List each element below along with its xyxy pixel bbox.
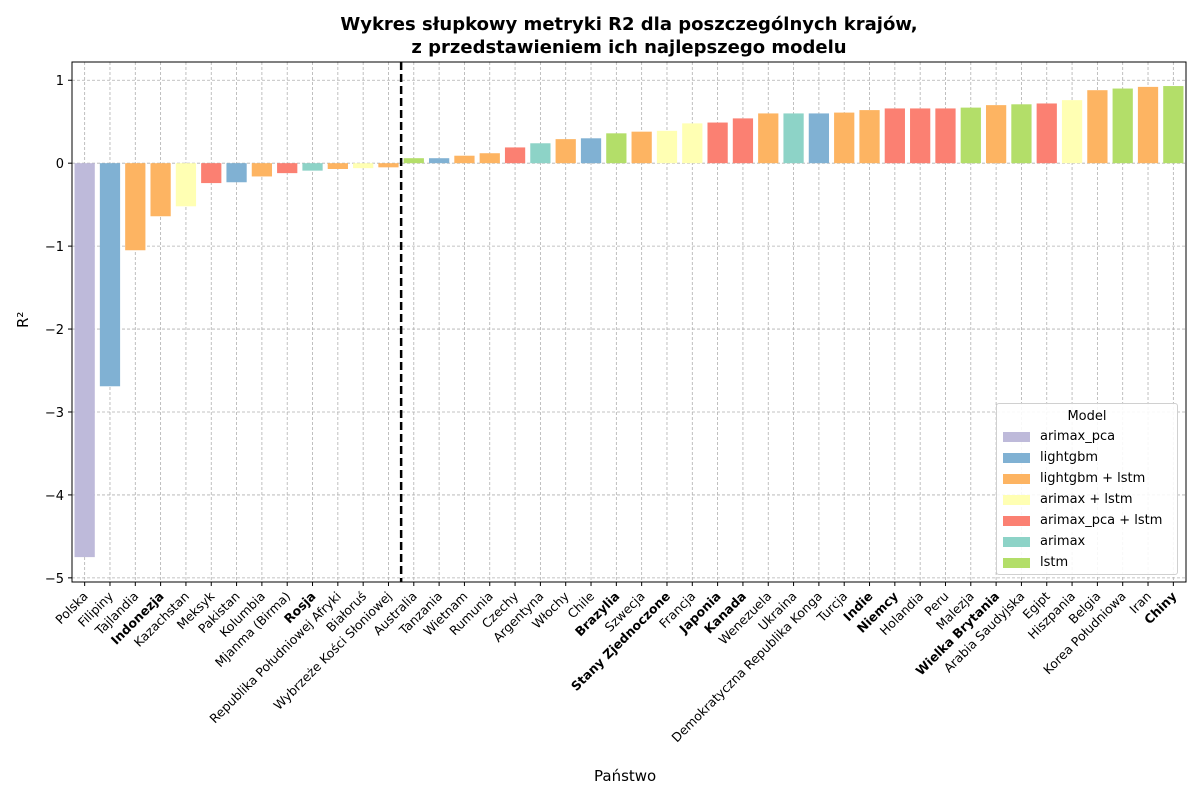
bar-mjanma-birma-	[277, 163, 298, 174]
bar-pakistan	[226, 163, 247, 183]
legend-label: arimax + lstm	[1040, 492, 1133, 507]
bar-kanada	[732, 118, 754, 164]
bar-filipiny	[99, 163, 121, 387]
legend-item: lstm	[997, 552, 1177, 573]
bar-hiszpania	[1061, 100, 1083, 164]
legend: Model arimax_pca lightgbm lightgbm + lstm a…	[996, 403, 1178, 575]
bar-ukraina	[783, 113, 804, 164]
legend-item: lightgbm + lstm	[997, 468, 1177, 489]
bar-francja	[682, 123, 703, 164]
bar-indonezja	[150, 163, 171, 217]
bar-argentyna	[530, 143, 551, 164]
bar-australia	[403, 158, 424, 164]
bar-meksyk	[201, 163, 222, 184]
bar-czechy	[504, 147, 526, 164]
legend-label: lightgbm	[1040, 450, 1098, 465]
bar-białoruś	[353, 163, 374, 169]
legend-swatch	[1003, 536, 1030, 547]
bar-stany-zjednoczone	[656, 130, 678, 164]
bar-rumunia	[479, 153, 500, 164]
bar-wietnam	[454, 155, 475, 164]
y-tick-label: 0	[56, 157, 64, 172]
bar-włochy	[555, 139, 576, 164]
bar-japonia	[707, 122, 728, 164]
legend-swatch	[1003, 431, 1030, 442]
bar-kazachstan	[175, 163, 197, 207]
bar-chiny	[1163, 86, 1184, 164]
bar-chile	[580, 138, 602, 164]
y-tick-label: −4	[45, 489, 64, 504]
bar-demokratyczna-republika-konga	[808, 113, 830, 164]
legend-swatch	[1003, 515, 1030, 526]
bar-wybrzeże-kości-słoniowej	[378, 163, 399, 168]
bar-niemcy	[884, 108, 905, 164]
legend-label: arimax_pca	[1040, 429, 1116, 444]
legend-swatch	[1003, 494, 1030, 505]
legend-item: arimax_pca + lstm	[997, 510, 1177, 531]
bar-turcja	[834, 112, 855, 164]
legend-label: arimax_pca + lstm	[1040, 513, 1163, 528]
legend-swatch	[1003, 473, 1030, 484]
plot-frame	[71, 61, 1187, 583]
legend-item: arimax	[997, 531, 1177, 552]
bar-tajlandia	[125, 163, 146, 251]
legend-label: lightgbm + lstm	[1040, 471, 1146, 486]
legend-swatch	[1003, 452, 1030, 463]
bar-belgia	[1087, 90, 1108, 164]
bar-egipt	[1036, 103, 1057, 164]
y-tick-label: −1	[45, 240, 64, 255]
bar-szwecja	[631, 131, 652, 164]
legend-swatch	[1003, 557, 1030, 568]
chart-title-line-1: Wykres słupkowy metryki R2 dla poszczegó…	[340, 14, 918, 35]
bar-holandia	[910, 108, 931, 164]
legend-item: arimax_pca	[997, 426, 1177, 447]
bar-arabia-saudyjska	[1011, 104, 1032, 164]
bar-kolumbia	[251, 163, 273, 177]
bar-iran	[1137, 86, 1159, 164]
bar-wielka-brytania	[985, 105, 1007, 164]
bar-korea-południowa	[1112, 88, 1133, 164]
bar-indie	[859, 110, 880, 164]
y-tick-label: −3	[45, 406, 64, 421]
legend-label: arimax	[1040, 534, 1086, 549]
bar-malezja	[960, 107, 981, 164]
bar-tanzania	[428, 158, 450, 164]
bar-republika-południowej-afryki	[327, 163, 348, 169]
bar-rosja	[302, 163, 323, 171]
legend-label: lstm	[1040, 555, 1069, 570]
chart-title-line-2: z przedstawieniem ich najlepszego modelu	[411, 37, 847, 58]
x-axis-label: Państwo	[594, 767, 657, 785]
bar-brazylia	[606, 133, 627, 164]
bar-peru	[935, 108, 956, 164]
legend-item: lightgbm	[997, 447, 1177, 468]
y-tick-label: −5	[45, 572, 64, 587]
y-tick-label: −2	[45, 323, 64, 338]
bar-wenezuela	[758, 113, 779, 164]
legend-item: arimax + lstm	[997, 489, 1177, 510]
bar-polska	[74, 163, 95, 558]
y-tick-label: 1	[56, 74, 64, 89]
y-axis-label: R²	[14, 311, 32, 328]
legend-title: Model	[1067, 409, 1107, 424]
